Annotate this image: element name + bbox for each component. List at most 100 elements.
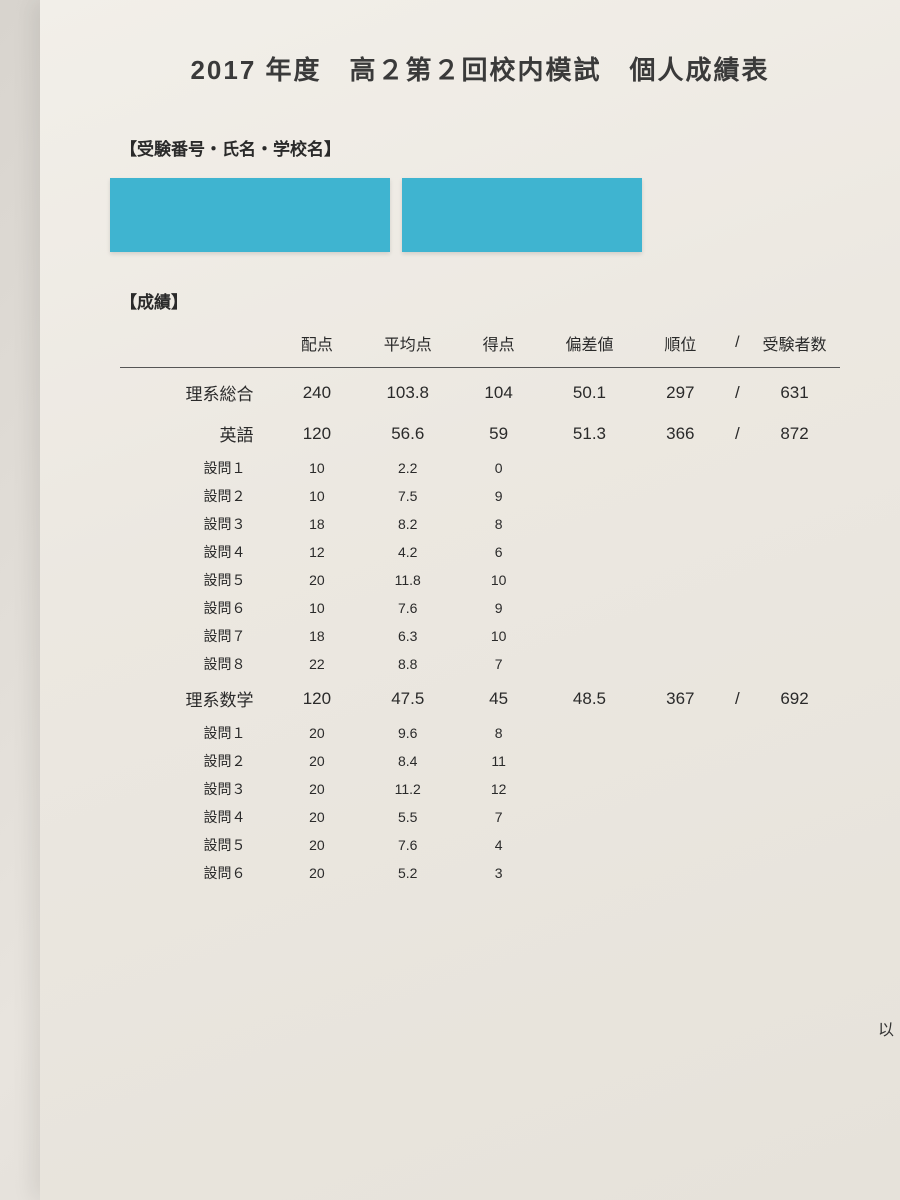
table-header-row: 配点 平均点 得点 偏差値 順位 / 受験者数 [120,325,840,365]
col-average: 平均点 [362,325,453,365]
cell-deviation [544,803,635,831]
col-examinees: 受験者数 [749,325,840,365]
cell-deviation [544,650,635,678]
table-row: 理系数学12047.54548.5367/692 [120,678,840,719]
cell-deviation [544,719,635,747]
cell-average: 8.2 [362,510,453,538]
cell-deviation [544,831,635,859]
cell-deviation [544,454,635,482]
cell-label: 設問１ [120,454,271,482]
cell-score: 59 [453,413,544,454]
redaction-block-2 [402,178,642,252]
cell-label: 設問２ [120,482,271,510]
cell-average: 8.8 [362,650,453,678]
cell-slash [726,831,749,859]
cell-allotted: 20 [271,859,362,887]
cell-slash [726,566,749,594]
cell-examinees [749,594,840,622]
cell-average: 56.6 [362,413,453,454]
col-score: 得点 [453,325,544,365]
cell-deviation [544,747,635,775]
cell-allotted: 10 [271,594,362,622]
cell-allotted: 20 [271,566,362,594]
cell-rank [635,719,726,747]
score-report-paper: 2017 年度 高２第２回校内模試 個人成績表 【受験番号・氏名・学校名】 【成… [40,0,900,1200]
cell-allotted: 10 [271,454,362,482]
cell-examinees: 631 [749,372,840,413]
cell-allotted: 20 [271,775,362,803]
cell-label: 設問５ [120,831,271,859]
cell-deviation [544,482,635,510]
col-deviation: 偏差値 [544,325,635,365]
table-row: 設問４124.26 [120,538,840,566]
cell-label: 設問５ [120,566,271,594]
cell-deviation [544,859,635,887]
cell-deviation [544,622,635,650]
cell-slash: / [726,413,749,454]
cell-score: 45 [453,678,544,719]
cell-label: 理系数学 [120,678,271,719]
cell-deviation [544,510,635,538]
cell-slash [726,482,749,510]
cell-rank [635,859,726,887]
cell-slash: / [726,372,749,413]
cell-label: 設問６ [120,594,271,622]
cell-average: 11.2 [362,775,453,803]
cell-examinees [749,622,840,650]
cell-average: 11.8 [362,566,453,594]
cell-allotted: 20 [271,803,362,831]
cell-allotted: 240 [271,372,362,413]
cell-examinees [749,482,840,510]
cell-allotted: 20 [271,831,362,859]
cell-examinees [749,859,840,887]
cell-average: 2.2 [362,454,453,482]
cell-average: 7.5 [362,482,453,510]
cell-score: 104 [453,372,544,413]
col-rank: 順位 [635,325,726,365]
cell-examinees: 872 [749,413,840,454]
cell-examinees [749,719,840,747]
col-slash: / [726,325,749,365]
cell-allotted: 120 [271,413,362,454]
cell-slash [726,622,749,650]
header-rule [120,365,840,372]
cell-score: 11 [453,747,544,775]
cell-score: 12 [453,775,544,803]
cell-rank [635,803,726,831]
cell-rank: 297 [635,372,726,413]
cell-allotted: 22 [271,650,362,678]
cell-rank: 366 [635,413,726,454]
grades-table: 配点 平均点 得点 偏差値 順位 / 受験者数 理系総合240103.81045… [120,325,840,887]
table-row: 設問４205.57 [120,803,840,831]
cell-examinees [749,803,840,831]
cell-examinees [749,775,840,803]
cell-label: 設問１ [120,719,271,747]
cell-slash [726,594,749,622]
cell-score: 10 [453,566,544,594]
cell-score: 4 [453,831,544,859]
cell-examinees [749,747,840,775]
cell-slash [726,719,749,747]
table-row: 設問６107.69 [120,594,840,622]
cell-score: 10 [453,622,544,650]
cell-label: 設問８ [120,650,271,678]
cell-score: 8 [453,510,544,538]
cell-average: 5.2 [362,859,453,887]
cell-rank [635,747,726,775]
cell-rank [635,454,726,482]
cell-label: 設問３ [120,510,271,538]
cell-slash [726,538,749,566]
cell-rank [635,622,726,650]
cell-slash [726,775,749,803]
cell-label: 設問７ [120,622,271,650]
cell-deviation: 48.5 [544,678,635,719]
table-row: 理系総合240103.810450.1297/631 [120,372,840,413]
table-row: 設問２107.59 [120,482,840,510]
cell-examinees: 692 [749,678,840,719]
cell-examinees [749,566,840,594]
cell-label: 理系総合 [120,372,271,413]
cell-allotted: 20 [271,747,362,775]
redaction-row [110,178,840,252]
cell-score: 9 [453,482,544,510]
table-row: 設問１209.68 [120,719,840,747]
